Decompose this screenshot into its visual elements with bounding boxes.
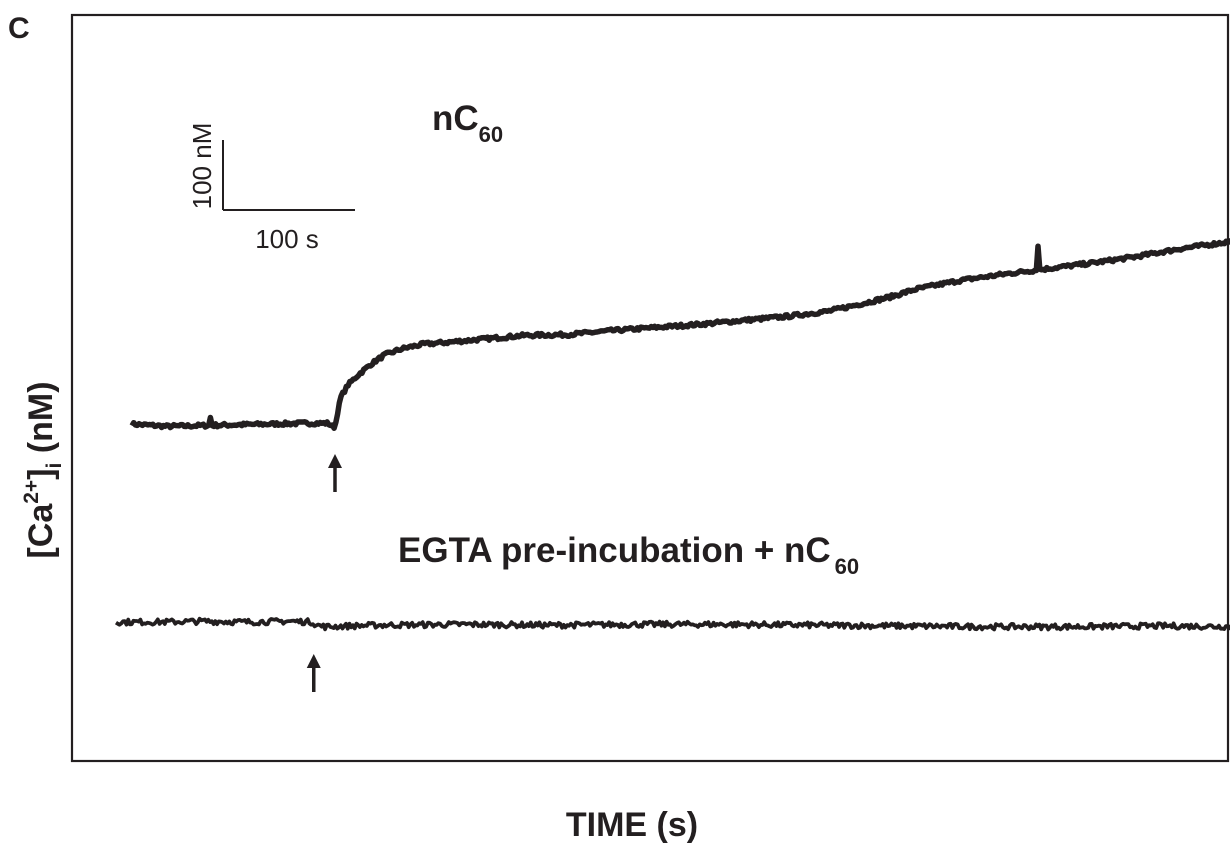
traces [114, 237, 1230, 692]
stimulus-arrow-head [306, 654, 321, 668]
trace-egta-nc60 [114, 616, 1230, 632]
y-label-close: ] [22, 468, 60, 479]
scale-bar-y-label: 100 nM [187, 123, 217, 210]
y-axis-label: [Ca2+]i (nM) [20, 381, 66, 558]
y-label-open: [Ca [22, 503, 60, 559]
plot-frame [70, 13, 1230, 763]
y-label-sub: i [43, 463, 66, 469]
series-label-nc60: nC60 [432, 99, 503, 147]
y-label-rest: (nM) [22, 381, 60, 462]
trace-nc60 [129, 237, 1230, 431]
scale-bar-x-label: 100 s [255, 224, 319, 254]
stimulus-arrow-head [327, 454, 342, 468]
series-label-egta: EGTA pre-incubation + nC 60 [398, 531, 859, 579]
x-axis-label: TIME (s) [566, 806, 698, 843]
scale-bar: 100 nM 100 s [187, 123, 355, 254]
y-label-sup: 2+ [20, 480, 43, 504]
panel-label: C [8, 12, 30, 45]
